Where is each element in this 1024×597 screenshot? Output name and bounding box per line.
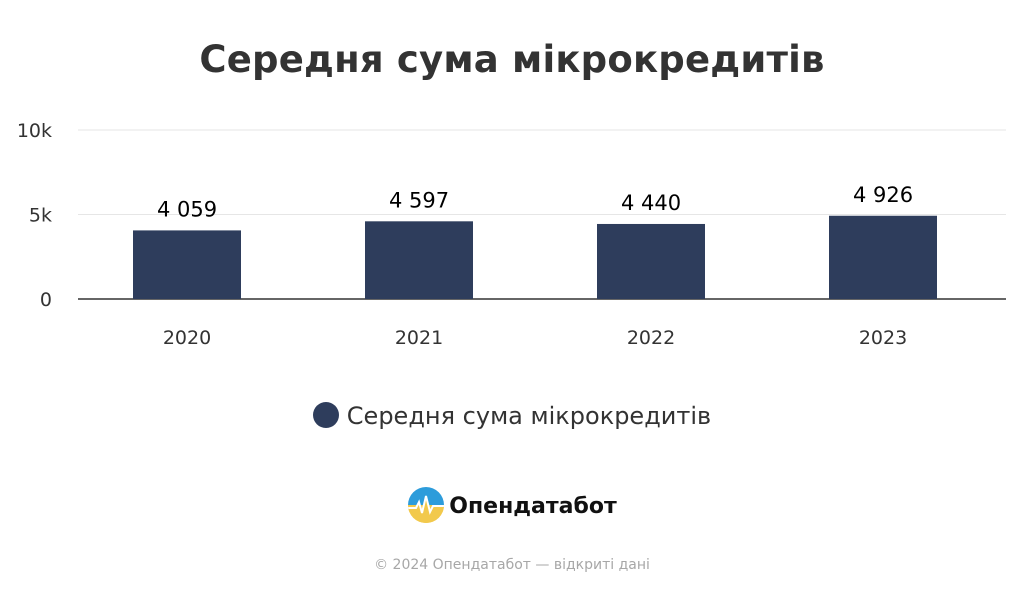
legend[interactable]: Середня сума мікрокредитів [0,402,1024,430]
labels-layer: 0 5k 10k 4 059 2020 4 597 2021 4 440 2022 4 926 20… [17,120,913,349]
bar-2022[interactable] [597,223,705,299]
data-label: 4 926 [853,183,913,207]
legend-label: Середня сума мікрокредитів [346,402,712,430]
chart-title: Середня сума мікрокредитів [199,38,825,81]
data-label: 4 597 [389,188,449,212]
y-tick-label: 0 [40,289,52,311]
brand: Опендатабот [0,486,1024,524]
opendatabot-logo-icon [408,487,445,523]
x-tick-label: 2021 [395,327,443,349]
x-tick-label: 2023 [859,327,907,349]
data-label: 4 440 [621,191,681,215]
x-tick-label: 2022 [627,327,675,349]
footer-copyright: © 2024 Опендатабот — відкриті дані [374,557,650,573]
brand-name: Опендатабот [449,494,617,519]
bar-2021[interactable] [365,221,473,299]
y-tick-label: 10k [17,120,52,142]
bars-layer [133,215,937,299]
bar-2023[interactable] [829,215,937,299]
x-tick-label: 2020 [163,327,211,349]
data-label: 4 059 [157,197,217,221]
legend-marker [312,402,339,428]
y-tick-label: 5k [29,205,52,227]
bar-2020[interactable] [133,230,241,299]
